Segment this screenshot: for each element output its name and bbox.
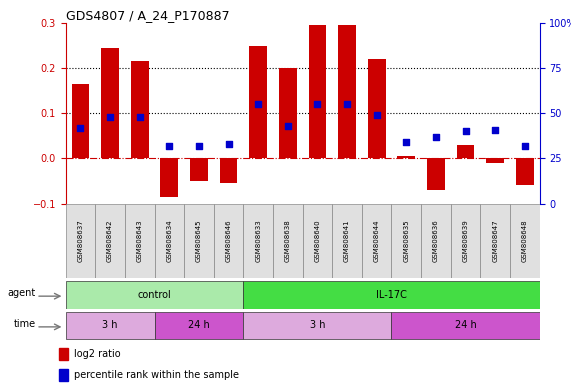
- Point: [313, 101, 322, 107]
- Point: [283, 123, 292, 129]
- FancyBboxPatch shape: [451, 204, 480, 278]
- Text: control: control: [138, 290, 171, 300]
- Bar: [516, 158, 534, 185]
- Text: GSM808645: GSM808645: [196, 220, 202, 262]
- Text: agent: agent: [8, 288, 36, 298]
- Text: GSM808646: GSM808646: [226, 220, 232, 262]
- Text: GSM808642: GSM808642: [107, 220, 113, 262]
- Point: [254, 101, 263, 107]
- Bar: [220, 158, 238, 183]
- Point: [224, 141, 233, 147]
- FancyBboxPatch shape: [66, 312, 155, 339]
- FancyBboxPatch shape: [480, 204, 510, 278]
- Bar: [131, 61, 148, 158]
- Text: GSM808636: GSM808636: [433, 220, 439, 262]
- Text: IL-17C: IL-17C: [376, 290, 407, 300]
- FancyBboxPatch shape: [243, 312, 392, 339]
- Bar: [190, 158, 208, 181]
- FancyBboxPatch shape: [273, 204, 303, 278]
- Point: [76, 125, 85, 131]
- Text: time: time: [14, 319, 36, 329]
- Bar: [397, 156, 415, 158]
- Bar: [486, 158, 504, 163]
- Text: 24 h: 24 h: [455, 320, 476, 331]
- Bar: [59, 348, 68, 361]
- FancyBboxPatch shape: [95, 204, 125, 278]
- FancyBboxPatch shape: [362, 204, 392, 278]
- Text: GSM808638: GSM808638: [285, 220, 291, 262]
- Bar: [457, 145, 475, 158]
- Text: 3 h: 3 h: [309, 320, 325, 331]
- FancyBboxPatch shape: [421, 204, 451, 278]
- FancyBboxPatch shape: [125, 204, 155, 278]
- Bar: [427, 158, 445, 190]
- Bar: [59, 369, 68, 381]
- FancyBboxPatch shape: [303, 204, 332, 278]
- Text: 24 h: 24 h: [188, 320, 210, 331]
- Text: GSM808634: GSM808634: [166, 220, 172, 262]
- Text: GSM808644: GSM808644: [373, 220, 380, 262]
- Text: GSM808637: GSM808637: [78, 220, 83, 262]
- FancyBboxPatch shape: [214, 204, 243, 278]
- Point: [372, 112, 381, 118]
- Point: [343, 101, 352, 107]
- Point: [165, 143, 174, 149]
- Bar: [338, 25, 356, 158]
- Text: GSM808647: GSM808647: [492, 220, 498, 262]
- FancyBboxPatch shape: [243, 204, 273, 278]
- FancyBboxPatch shape: [184, 204, 214, 278]
- Bar: [279, 68, 297, 158]
- FancyBboxPatch shape: [155, 204, 184, 278]
- FancyBboxPatch shape: [332, 204, 362, 278]
- Text: GDS4807 / A_24_P170887: GDS4807 / A_24_P170887: [66, 9, 230, 22]
- Text: GSM808640: GSM808640: [315, 220, 320, 262]
- Text: GSM808648: GSM808648: [522, 220, 528, 262]
- FancyBboxPatch shape: [392, 312, 540, 339]
- Bar: [101, 48, 119, 158]
- FancyBboxPatch shape: [66, 281, 243, 309]
- Text: log2 ratio: log2 ratio: [74, 349, 120, 359]
- Text: GSM808643: GSM808643: [136, 220, 143, 262]
- Bar: [308, 25, 327, 158]
- Text: GSM808633: GSM808633: [255, 220, 261, 262]
- Text: GSM808639: GSM808639: [463, 220, 469, 262]
- Point: [135, 114, 144, 120]
- Point: [461, 128, 470, 134]
- Point: [402, 139, 411, 145]
- Bar: [160, 158, 178, 197]
- FancyBboxPatch shape: [155, 312, 243, 339]
- Bar: [71, 84, 89, 158]
- Bar: [368, 59, 385, 158]
- Point: [520, 143, 529, 149]
- FancyBboxPatch shape: [392, 204, 421, 278]
- FancyBboxPatch shape: [66, 204, 95, 278]
- Point: [106, 114, 115, 120]
- Text: GSM808641: GSM808641: [344, 220, 350, 262]
- FancyBboxPatch shape: [243, 281, 540, 309]
- Text: percentile rank within the sample: percentile rank within the sample: [74, 370, 239, 380]
- Bar: [250, 46, 267, 158]
- Text: GSM808635: GSM808635: [403, 220, 409, 262]
- Point: [194, 143, 203, 149]
- Text: 3 h: 3 h: [102, 320, 118, 331]
- Point: [431, 134, 440, 140]
- FancyBboxPatch shape: [510, 204, 540, 278]
- Point: [490, 126, 500, 132]
